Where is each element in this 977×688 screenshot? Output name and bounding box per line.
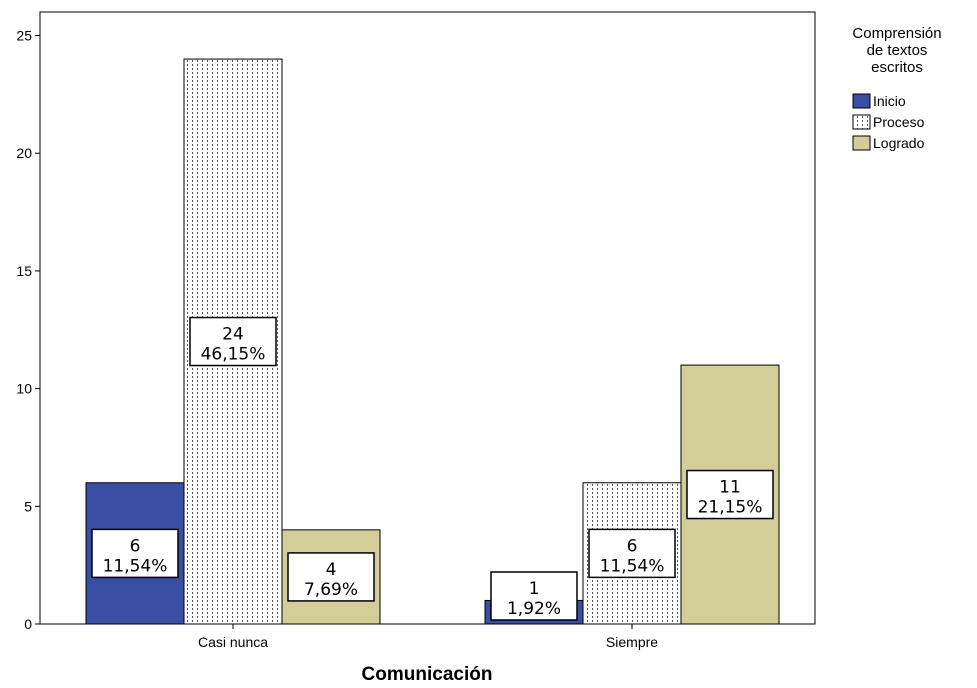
- data-label: 611,54%: [588, 528, 676, 579]
- data-label-count: 11: [719, 478, 741, 498]
- x-axis: Casi nunca Siempre: [198, 624, 658, 650]
- data-label: 611,54%: [91, 528, 179, 579]
- data-label-percent: 7,69%: [304, 580, 358, 600]
- data-label-box: [686, 469, 774, 520]
- legend-label: Proceso: [873, 114, 925, 130]
- y-tick-label: 10: [16, 381, 32, 397]
- y-axis: 0 5 10 15 20 25: [16, 28, 40, 632]
- x-tick-label: Siempre: [606, 634, 658, 650]
- data-label-percent: 1,92%: [507, 599, 561, 619]
- y-tick-label: 5: [24, 498, 32, 514]
- data-label-count: 4: [326, 560, 337, 580]
- data-label: 47,69%: [287, 552, 375, 602]
- y-tick-label: 15: [16, 263, 32, 279]
- legend-swatch-proceso: [852, 114, 871, 130]
- legend-title: de textos: [867, 42, 928, 59]
- data-label-box: [287, 552, 375, 602]
- data-label-box: [490, 571, 578, 621]
- data-label-box: [189, 316, 277, 367]
- legend-title: Comprensión: [852, 25, 941, 42]
- data-label-percent: 11,54%: [600, 556, 665, 576]
- data-label: 11,92%: [490, 571, 578, 621]
- legend-swatch-logrado: [852, 135, 871, 151]
- legend-label: Inicio: [873, 93, 906, 109]
- y-tick-label: 0: [24, 616, 32, 632]
- data-label-box: [91, 528, 179, 579]
- legend-label: Logrado: [873, 135, 925, 151]
- data-label-percent: 46,15%: [201, 345, 266, 365]
- data-label-count: 6: [130, 536, 141, 556]
- x-axis-title: Comunicación: [362, 664, 493, 685]
- data-label-box: [588, 528, 676, 579]
- data-label-percent: 21,15%: [698, 498, 763, 518]
- x-tick-label: Casi nunca: [198, 634, 268, 650]
- y-tick-label: 20: [16, 145, 32, 161]
- data-label-count: 6: [627, 536, 638, 556]
- y-tick-label: 25: [16, 28, 32, 44]
- data-label-percent: 11,54%: [103, 556, 168, 576]
- legend-swatch-inicio: [852, 93, 871, 109]
- legend-title: escritos: [871, 59, 923, 76]
- data-label-count: 24: [222, 325, 244, 345]
- data-label-count: 1: [529, 579, 540, 599]
